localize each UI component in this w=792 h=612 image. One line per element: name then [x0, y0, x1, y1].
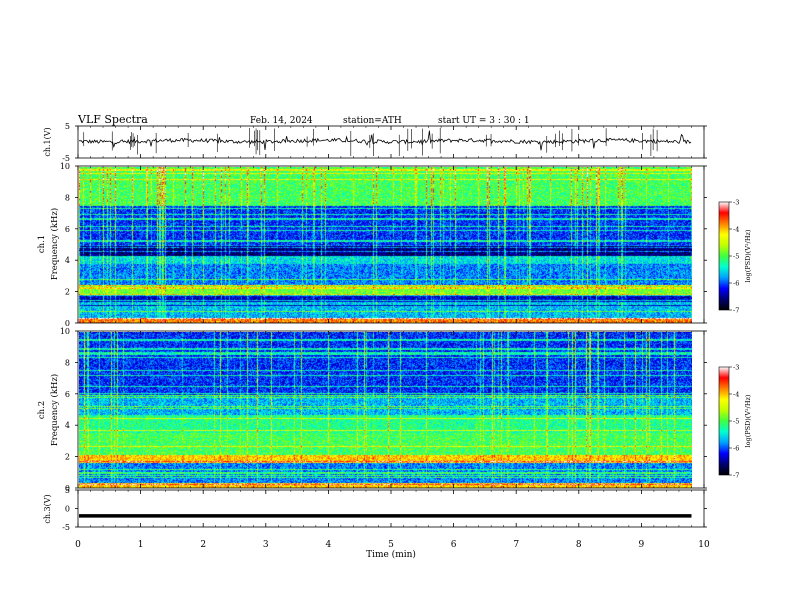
ch1-spectrogram-yticks: 0 2 4 6 8 10	[60, 162, 707, 328]
ch3-waveform-ytick-label: -5	[62, 523, 70, 532]
time-axis: 0 1 2 3 4 5 6 7 8 9 10	[75, 126, 710, 550]
ch1-colorbar-tick-label: -5	[733, 253, 739, 261]
ch1-spectrogram-ytick-label: 6	[65, 225, 70, 234]
date-label: Feb. 14, 2024	[250, 116, 313, 126]
time-tick-label: 10	[698, 540, 710, 550]
ch3-waveform-ytick-label: 0	[65, 505, 70, 514]
time-tick-label: 9	[639, 540, 645, 550]
ch3-waveform-ylabel: ch.3(V)	[43, 494, 52, 523]
ch2-spectrogram-ytick-label: 4	[65, 421, 70, 430]
ch1-colorbar-tick-label: -7	[733, 307, 739, 315]
ch2-spectrogram-yticks: 0 2 4 6 8 10	[60, 327, 707, 493]
ch2-colorbar: -3 -4 -5 -6 -7 log(PSD)(V²/Hz)	[718, 364, 752, 480]
ch3-waveform-panel: 50-5 ch.3(V)	[43, 486, 707, 532]
ch2-spectrogram-panel: 0 2 4 6 8 10 ch.2 Frequency (kHz)	[37, 327, 707, 493]
ch1-spectrogram-ytick-label: 2	[65, 288, 70, 297]
ch1-spectrogram-ylabel-channel: ch.1	[37, 235, 47, 253]
ch2-spectrogram-ytick-label: 10	[60, 327, 70, 336]
ch2-spectrogram-image	[79, 332, 692, 488]
time-tick-label: 6	[451, 540, 457, 550]
figure-title: VLF Spectra	[77, 113, 148, 126]
ch1-colorbar-gradient	[718, 201, 730, 311]
ch1-spectrogram-ytick-label: 10	[60, 162, 70, 171]
ch3-waveform-frame	[77, 489, 705, 528]
ch1-spectrogram-ytick-label: 4	[65, 256, 70, 265]
time-tick-label: 0	[75, 540, 81, 550]
ch1-colorbar-label: log(PSD)(V²/Hz)	[744, 229, 752, 282]
time-tick-label: 8	[576, 540, 582, 550]
ch1-colorbar-tick-label: -6	[733, 280, 739, 288]
ch2-spectrogram-ylabel-channel: ch.2	[37, 401, 47, 419]
ch2-spectrogram-ytick-label: 6	[65, 390, 70, 399]
ch2-colorbar-tick-label: -3	[733, 364, 739, 372]
ch1-colorbar-tick-label: -4	[733, 226, 739, 234]
time-tick-label: 2	[200, 540, 206, 550]
ch2-colorbar-tick-label: -6	[733, 445, 739, 453]
ch1-waveform-ytick-label: -5	[62, 154, 70, 163]
time-tick-label: 1	[138, 540, 144, 550]
ch1-colorbar: -3 -4 -5 -6 -7 log(PSD)(V²/Hz)	[718, 199, 752, 315]
ch2-colorbar-label: log(PSD)(V²/Hz)	[744, 394, 752, 447]
ch3-waveform-yticks: 50-5	[62, 486, 707, 532]
ch2-spectrogram-ytick-label: 8	[65, 358, 70, 367]
ch2-colorbar-tick-label: -7	[733, 472, 739, 480]
ch1-spectrogram-panel: 0 2 4 6 8 10 ch.1 Frequency (kHz)	[37, 162, 707, 328]
ch1-spectrogram-ytick-label: 0	[65, 319, 70, 328]
ch2-colorbar-tick-label: -5	[733, 418, 739, 426]
time-tick-label: 3	[263, 540, 269, 550]
station-label: station=ATH	[343, 116, 402, 126]
ch1-waveform-panel: 5 -5 ch.1(V)	[43, 122, 707, 163]
ch2-colorbar-tick-label: -4	[733, 391, 739, 399]
ch3-waveform-ytick-label: 5	[65, 486, 70, 495]
time-tick-label: 4	[326, 540, 332, 550]
time-axis-label: Time (min)	[366, 549, 416, 560]
ch1-colorbar-ticks: -3 -4 -5 -6 -7	[729, 199, 739, 315]
ch1-colorbar-tick-label: -3	[733, 199, 739, 207]
ch1-spectrogram-ylabel-freq: Frequency (kHz)	[49, 208, 60, 280]
ch2-colorbar-ticks: -3 -4 -5 -6 -7	[729, 364, 739, 480]
ch1-waveform-ylabel: ch.1(V)	[43, 127, 52, 156]
ch1-spectrogram-image	[79, 167, 692, 323]
time-tick-label: 7	[513, 540, 519, 550]
time-tick-label: 5	[388, 540, 394, 550]
ch2-spectrogram-ytick-label: 0	[65, 484, 70, 493]
ch1-waveform-line	[78, 130, 692, 151]
ch2-spectrogram-ytick-label: 2	[65, 453, 70, 462]
ch1-spectrogram-ytick-label: 8	[65, 193, 70, 202]
ch2-colorbar-gradient	[718, 366, 730, 476]
ch2-spectrogram-ylabel-freq: Frequency (kHz)	[49, 374, 60, 446]
start-ut-label: start UT = 3 : 30 : 1	[438, 116, 530, 126]
ch1-waveform-ytick-label: 5	[65, 122, 70, 131]
